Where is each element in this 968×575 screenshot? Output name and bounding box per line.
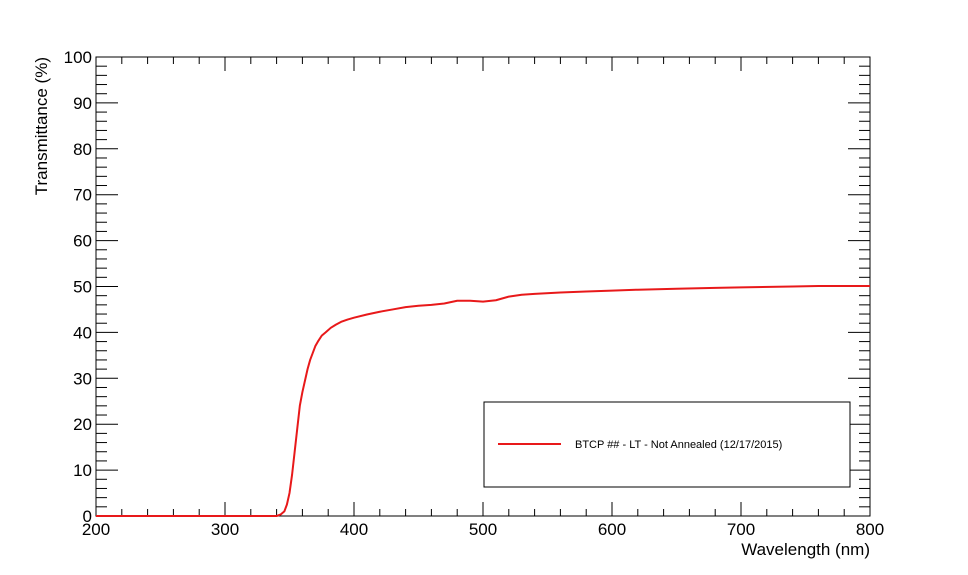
axis-ticks <box>95 56 871 517</box>
y-tick-label: 50 <box>73 278 92 297</box>
legend-label: BTCP ## - LT - Not Annealed (12/17/2015) <box>575 439 782 451</box>
y-axis-title: Transmittance (%) <box>32 57 51 195</box>
y-tick-label: 20 <box>73 415 92 434</box>
y-tick-label: 80 <box>73 140 92 159</box>
x-tick-label: 800 <box>856 520 884 539</box>
x-tick-label: 300 <box>211 520 239 539</box>
y-tick-label: 90 <box>73 94 92 113</box>
x-tick-label: 500 <box>469 520 497 539</box>
x-axis-title: Wavelength (nm) <box>741 540 870 559</box>
y-tick-label: 40 <box>73 323 92 342</box>
axis-tick-labels: 200 300 400 500 600 700 800 0 10 20 30 40 50 60 70 80 90… <box>64 48 885 539</box>
y-tick-label: 60 <box>73 232 92 251</box>
x-tick-label: 200 <box>82 520 110 539</box>
y-tick-label: 0 <box>83 507 92 526</box>
series-line-0 <box>96 285 870 517</box>
legend: BTCP ## - LT - Not Annealed (12/17/2015) <box>483 401 851 488</box>
x-tick-label: 400 <box>340 520 368 539</box>
y-tick-label: 100 <box>64 48 92 67</box>
x-tick-label: 600 <box>598 520 626 539</box>
y-tick-label: 10 <box>73 461 92 480</box>
x-tick-label: 700 <box>727 520 755 539</box>
y-tick-label: 30 <box>73 369 92 388</box>
y-tick-label: 70 <box>73 186 92 205</box>
series-layer <box>96 285 870 517</box>
